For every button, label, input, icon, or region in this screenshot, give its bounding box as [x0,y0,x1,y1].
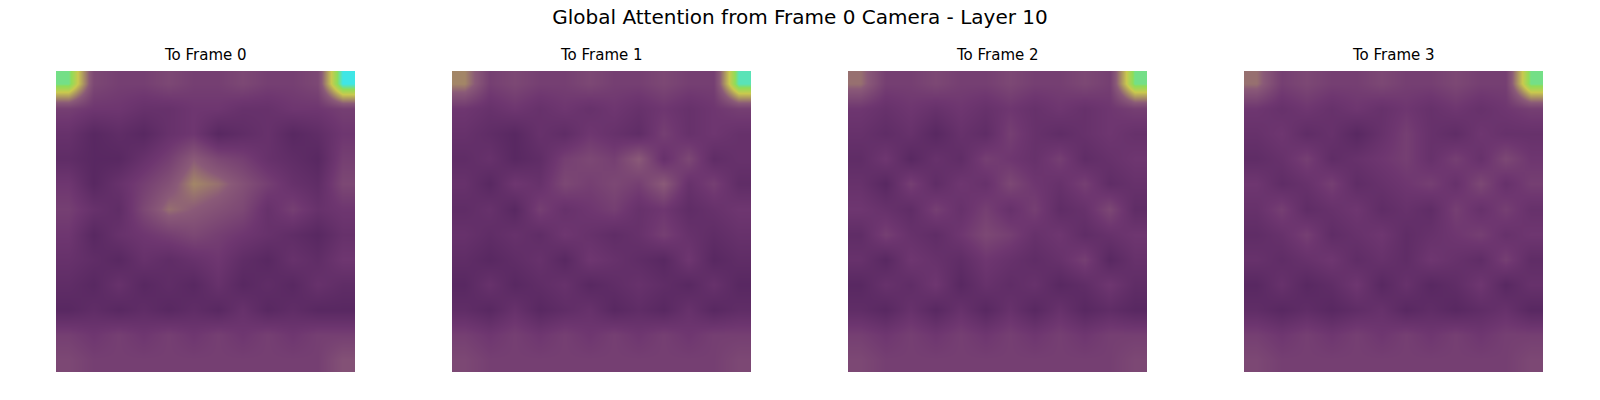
svg-text:To Frame 2: To Frame 2 [956,46,1039,64]
svg-text:To Frame 1: To Frame 1 [560,46,643,64]
svg-text:Global Attention from Frame 0: Global Attention from Frame 0 Camera - L… [552,5,1047,29]
svg-text:To Frame 0: To Frame 0 [164,46,247,64]
svg-text:To Frame 3: To Frame 3 [1352,46,1435,64]
